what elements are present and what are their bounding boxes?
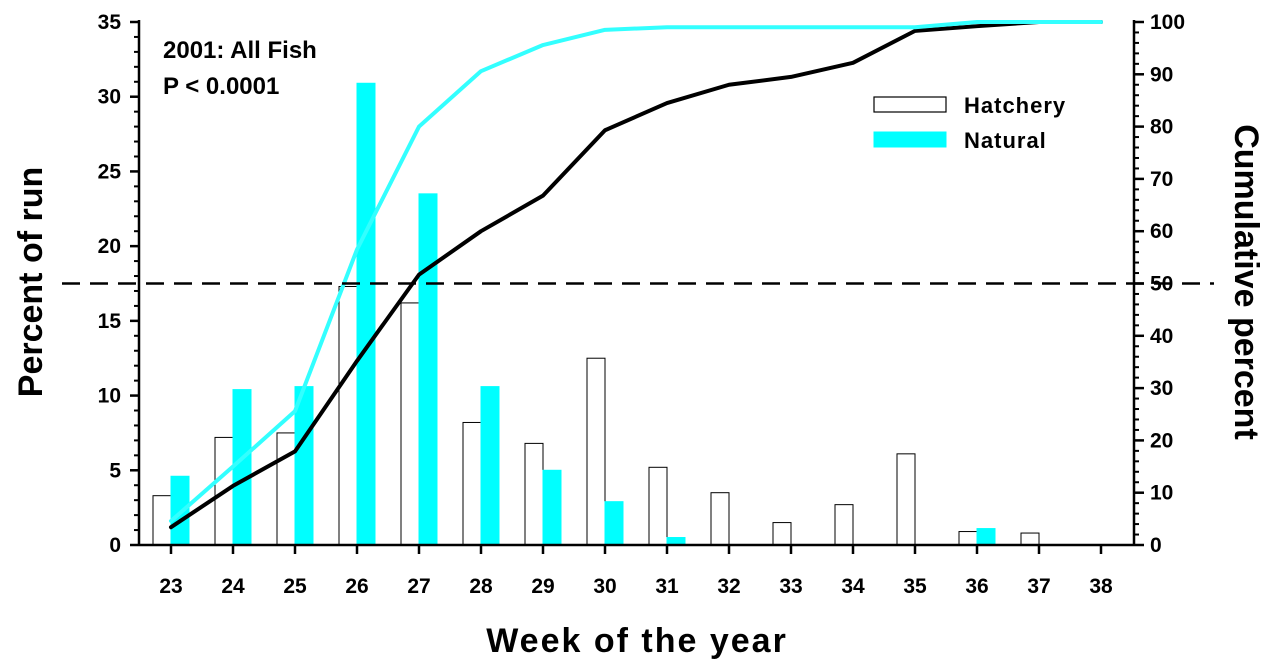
bar-hatchery-33 [772, 522, 792, 546]
x-tick-label-27: 27 [407, 575, 430, 598]
x-tick-label-32: 32 [717, 575, 740, 598]
bar-hatchery-31 [648, 466, 668, 546]
x-tick-label-29: 29 [531, 575, 554, 598]
bar-hatchery-32 [710, 492, 730, 546]
x-tick-label-26: 26 [345, 575, 368, 598]
y2-tick-label-70: 70 [1150, 168, 1173, 191]
bar-natural-36 [976, 528, 996, 546]
x-tick-label-35: 35 [903, 575, 927, 598]
y2-tick-label-80: 80 [1150, 116, 1173, 139]
x-tick-label-24: 24 [221, 575, 245, 598]
y2-tick-label-50: 50 [1150, 273, 1173, 296]
bar-natural-30 [604, 501, 624, 546]
bar-hatchery-27 [400, 302, 420, 546]
y2-tick-label-40: 40 [1150, 325, 1173, 348]
y2-axis-title: Cumulative percent [1227, 124, 1265, 440]
y-tick-label-35: 35 [98, 11, 122, 34]
y-tick-label-20: 20 [98, 235, 121, 258]
bar-natural-29 [542, 469, 562, 546]
bar-natural-24 [232, 389, 252, 546]
y-tick-label-15: 15 [98, 310, 122, 333]
bar-hatchery-35 [896, 453, 916, 546]
bar-hatchery-37 [1020, 532, 1040, 546]
annotation-line-1: 2001: All Fish [163, 37, 317, 64]
ticks-layer: 0 5 10 15 20 25 30 35 0 10 20 30 40 50 60 70 80 90 100 23 24… [98, 11, 1185, 598]
y2-tick-label-20: 20 [1150, 429, 1173, 452]
cumulative-line-3 [169, 20, 1103, 523]
y2-tick-label-90: 90 [1150, 63, 1173, 86]
x-tick-label-33: 33 [779, 575, 802, 598]
bar-hatchery-23 [152, 495, 172, 546]
y2-tick-label-30: 30 [1150, 377, 1173, 400]
bar-natural-26 [356, 82, 376, 546]
lines-layer [169, 20, 1103, 530]
x-tick-label-25: 25 [283, 575, 307, 598]
x-tick-label-31: 31 [655, 575, 679, 598]
bar-natural-28 [480, 386, 500, 546]
x-tick-label-23: 23 [159, 575, 182, 598]
bar-hatchery-30 [586, 357, 606, 546]
legend: Hatchery Natural [873, 93, 1066, 153]
bar-hatchery-28 [462, 421, 482, 546]
bar-hatchery-29 [524, 442, 544, 546]
y-tick-label-10: 10 [98, 385, 121, 408]
x-tick-label-38: 38 [1089, 575, 1113, 598]
bars-layer [152, 82, 1040, 546]
bar-hatchery-34 [834, 504, 854, 546]
y-axis-title: Percent of run [12, 167, 50, 397]
bar-hatchery-26 [338, 285, 358, 546]
legend-label-hatchery: Hatchery [964, 93, 1066, 118]
legend-swatch-hatchery [873, 96, 947, 113]
y-tick-label-5: 5 [109, 459, 121, 482]
x-axis-title: Week of the year [486, 622, 788, 660]
y-tick-label-30: 30 [98, 86, 121, 109]
x-tick-label-37: 37 [1027, 575, 1050, 598]
x-tick-label-30: 30 [593, 575, 616, 598]
annotation-line-2: P < 0.0001 [163, 73, 279, 100]
y-tick-label-0: 0 [109, 534, 121, 557]
cumulative-line-2 [169, 20, 1103, 530]
y-tick-label-25: 25 [98, 160, 122, 183]
bar-natural-25 [294, 386, 314, 546]
y2-tick-label-10: 10 [1150, 482, 1173, 505]
y2-tick-label-100: 100 [1150, 11, 1185, 34]
y2-tick-label-0: 0 [1150, 534, 1162, 557]
x-tick-label-36: 36 [965, 575, 988, 598]
bar-hatchery-36 [958, 531, 978, 546]
x-tick-label-28: 28 [469, 575, 493, 598]
bar-natural-27 [418, 193, 438, 546]
legend-label-natural: Natural [964, 128, 1047, 153]
x-tick-label-34: 34 [841, 575, 865, 598]
bar-hatchery-25 [276, 432, 296, 546]
y2-tick-label-60: 60 [1150, 220, 1173, 243]
legend-swatch-natural [873, 131, 947, 148]
